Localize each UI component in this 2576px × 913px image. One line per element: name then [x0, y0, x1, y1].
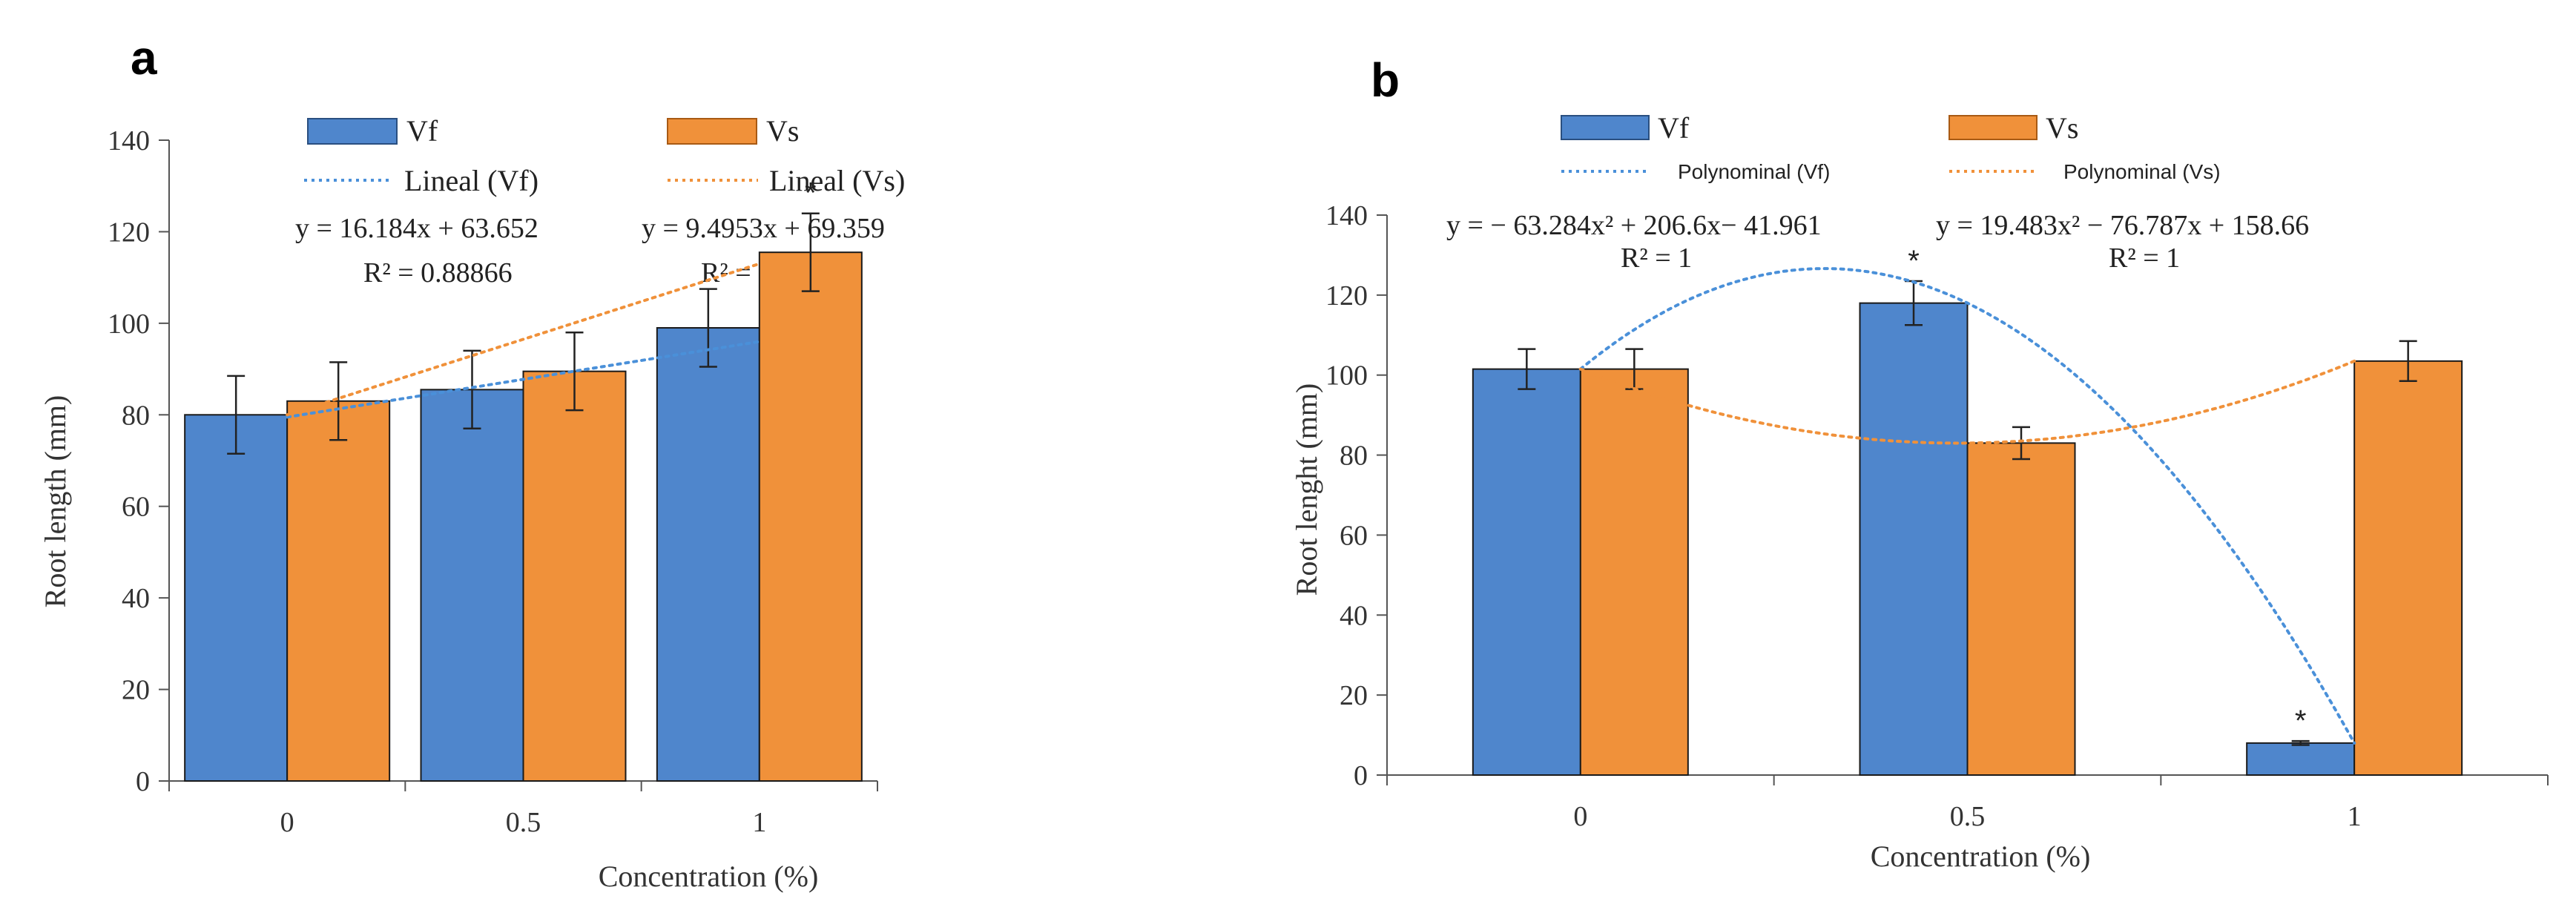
r2-vf: R² = 1 — [1621, 243, 1692, 274]
y-axis-title: Root lenght (mm) — [1290, 383, 1323, 596]
bar-vf-0 — [184, 414, 289, 782]
x-tick-label: 0.5 — [1950, 801, 1986, 832]
x-tick-label: 0 — [280, 807, 294, 838]
x-axis-title: Concentration (%) — [1871, 840, 2091, 873]
equation-vf: y = − 63.284x² + 206.6x− 41.961 — [1446, 210, 1822, 241]
y-tick-label: 60 — [1340, 520, 1368, 551]
legend-vf-swatch — [307, 118, 398, 145]
y-tick-label: 20 — [122, 675, 150, 706]
significance-marker: * — [2295, 705, 2307, 737]
y-tick-label: 40 — [1340, 600, 1368, 631]
y-tick-label: 120 — [1325, 280, 1368, 312]
significance-marker: * — [1908, 245, 1920, 277]
bar-vs-0 — [286, 400, 391, 782]
panel-a-legend: Vf Vs Lineal (Vf) Lineal (Vs) — [304, 114, 905, 197]
panel-b-chart: Vf Vs Polynominal (Vf) Polynominal (Vs) … — [1290, 111, 2549, 873]
y-tick-label: 140 — [108, 125, 150, 156]
panel-a-chart: Vf Vs Lineal (Vf) Lineal (Vs) y = 16.184… — [39, 114, 905, 893]
y-tick-label: 0 — [1354, 760, 1368, 791]
equation-vs: y = 19.483x² − 76.787x + 158.66 — [1936, 210, 2309, 241]
bar-vf-0.5 — [420, 389, 524, 782]
y-tick-label: 80 — [1340, 441, 1368, 472]
r2-vs: R² = 1 — [2109, 243, 2180, 274]
legend-vs-swatch — [667, 118, 757, 145]
y-axis-title: Root length (mm) — [39, 395, 72, 608]
trendline-lineal-vf — [286, 340, 761, 419]
x-tick-label: 1 — [2348, 801, 2362, 832]
bar-vs-1 — [758, 251, 863, 782]
trendline-polynominal-vf — [1578, 267, 2356, 745]
y-tick-label: 120 — [108, 217, 150, 248]
bar-vs-0 — [1579, 368, 1689, 776]
x-tick-label: 0.5 — [506, 807, 541, 838]
legend-poly-vs-label: Polynominal (Vs) — [2063, 160, 2221, 183]
legend-lineal-vs-label: Lineal (Vs) — [769, 164, 905, 197]
panel-b-legend: Vf Vs Polynominal (Vf) Polynominal (Vs) — [1561, 111, 2221, 183]
legend-vs-label: Vs — [766, 114, 799, 148]
bar-vs-1 — [2353, 360, 2463, 776]
legend-vf-swatch — [1561, 115, 1650, 140]
x-tick-label: 0 — [1573, 801, 1587, 832]
x-axis-title: Concentration (%) — [599, 860, 819, 893]
legend-vs-label: Vs — [2046, 111, 2078, 145]
equation-vf: y = 16.184x + 63.652 — [295, 213, 538, 244]
equation-vs: y = 9.4953x + 69.359 — [642, 213, 885, 244]
y-tick-label: 40 — [122, 583, 150, 614]
y-tick-label: 140 — [1325, 200, 1368, 231]
bar-vf-0 — [1472, 368, 1581, 776]
bar-vf-1 — [656, 327, 760, 782]
y-tick-label: 0 — [136, 766, 150, 797]
legend-vf-label: Vf — [1658, 111, 1690, 145]
legend-lineal-vf-label: Lineal (Vf) — [404, 164, 538, 197]
bar-vf-1 — [2246, 742, 2356, 776]
y-tick-label: 80 — [122, 400, 150, 431]
y-tick-label: 20 — [1340, 680, 1368, 711]
r2-vf: R² = 0.88866 — [363, 257, 513, 289]
panel-b-letter: b — [1371, 53, 1400, 107]
legend-vf-label: Vf — [406, 114, 438, 148]
bar-vs-0.5 — [522, 370, 627, 782]
y-tick-label: 100 — [1325, 360, 1368, 392]
panel-a-letter: a — [131, 31, 157, 85]
bar-vs-0.5 — [1966, 442, 2076, 777]
legend-poly-vf-label: Polynominal (Vf) — [1678, 160, 1830, 183]
x-tick-label: 1 — [752, 807, 766, 838]
trendline-lineal-vs — [286, 262, 761, 417]
y-tick-label: 60 — [122, 492, 150, 523]
legend-vs-swatch — [1949, 115, 2038, 140]
bar-vf-0.5 — [1859, 302, 1969, 776]
y-tick-label: 100 — [108, 309, 150, 340]
significance-marker: * — [805, 177, 817, 210]
